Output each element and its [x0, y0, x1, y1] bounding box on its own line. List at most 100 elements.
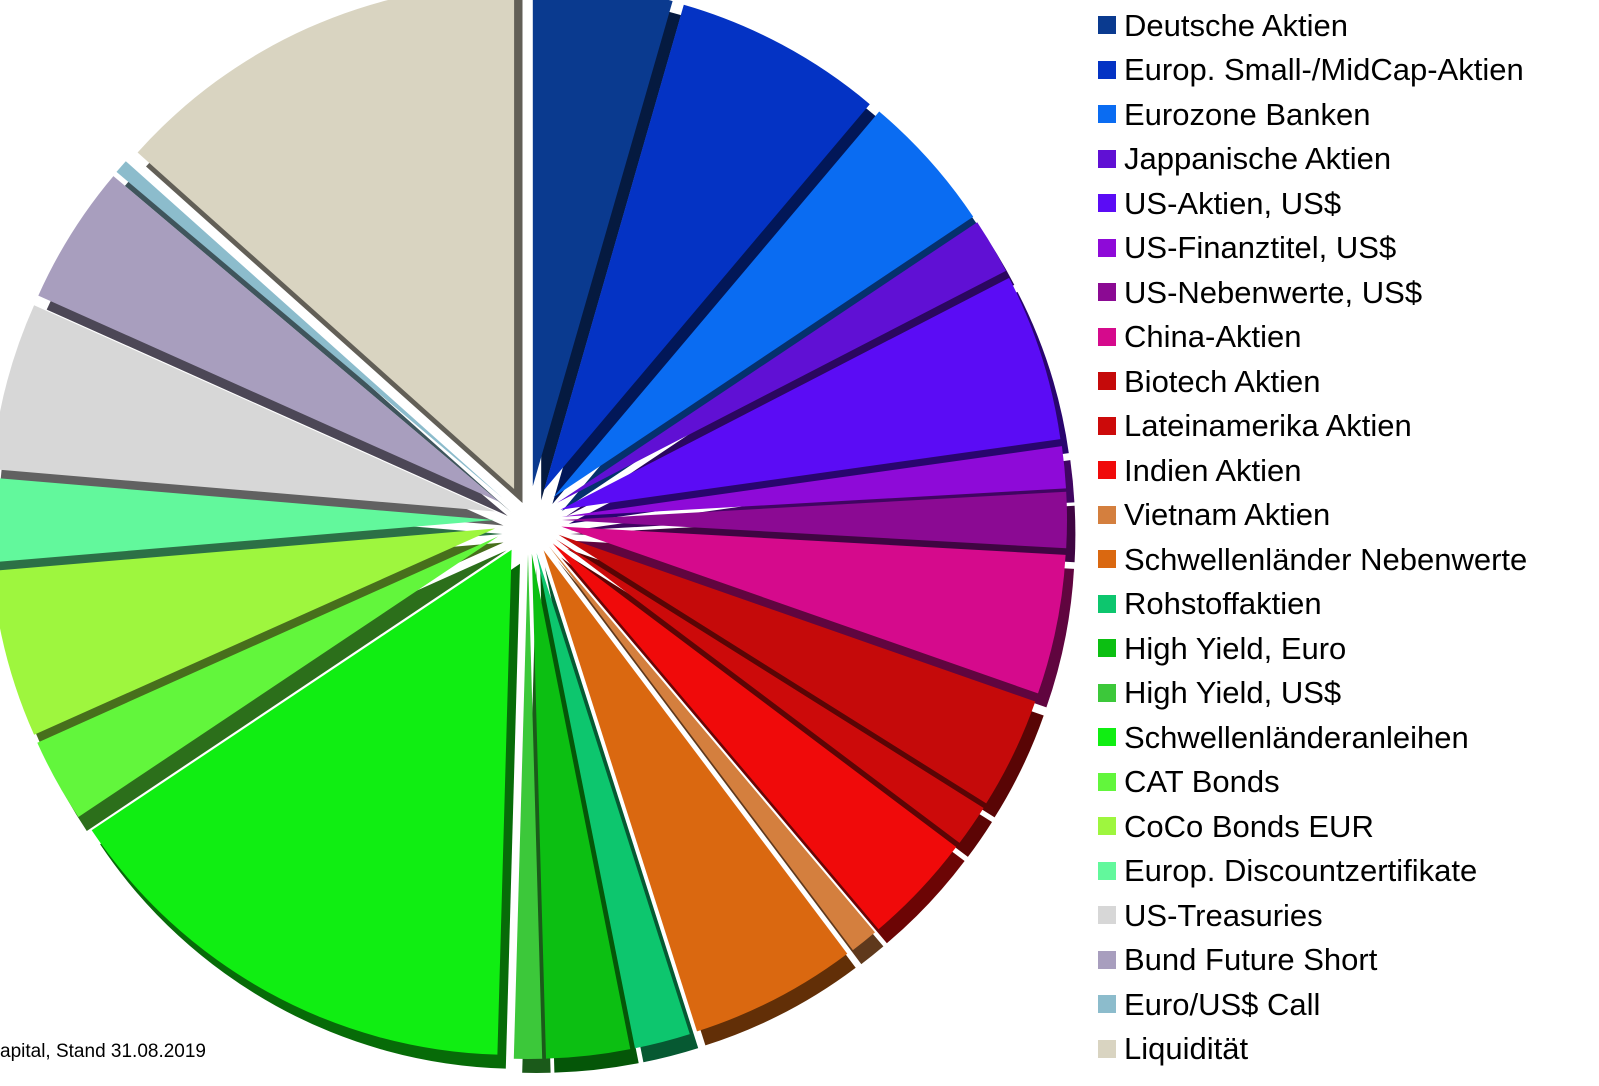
- legend-item: CAT Bonds: [1098, 760, 1527, 805]
- legend-swatch: [1098, 995, 1116, 1014]
- legend-item: High Yield, US$: [1098, 671, 1527, 716]
- legend-item: High Yield, Euro: [1098, 626, 1527, 671]
- source-note: apital, Stand 31.08.2019: [0, 1041, 207, 1062]
- legend-swatch: [1098, 461, 1116, 480]
- pie-slice: [137, 0, 515, 489]
- legend-swatch: [1098, 416, 1116, 435]
- chart-legend: Deutsche Aktien Europ. Small-/MidCap-Akti…: [1098, 3, 1527, 1071]
- legend-label: Liquidität: [1124, 1031, 1249, 1067]
- legend-item: Eurozone Banken: [1098, 92, 1527, 137]
- legend-swatch: [1098, 238, 1116, 257]
- legend-label: US-Aktien, US$: [1124, 185, 1342, 221]
- legend-item: US-Nebenwerte, US$: [1098, 270, 1527, 315]
- legend-label: CoCo Bonds EUR: [1124, 808, 1374, 844]
- legend-label: Schwellenländer Nebenwerte: [1124, 541, 1528, 577]
- legend-item: China-Aktien: [1098, 315, 1527, 360]
- legend-swatch: [1098, 772, 1116, 791]
- legend-label: US-Nebenwerte, US$: [1124, 274, 1423, 310]
- legend-swatch: [1098, 149, 1116, 168]
- pie-slice: [536, 552, 690, 1049]
- legend-swatch: [1098, 683, 1116, 702]
- legend-item: Europ. Discountzertifikate: [1098, 849, 1527, 894]
- legend-label: Schwellenländeranleihen: [1124, 719, 1469, 755]
- legend-swatch: [1098, 594, 1116, 613]
- legend-item: Bund Future Short: [1098, 938, 1527, 983]
- pie-slice: [549, 546, 875, 951]
- legend-swatch: [1098, 16, 1116, 35]
- pie-slice: [560, 277, 1061, 510]
- legend-swatch: [1098, 950, 1116, 969]
- pie-slice: [543, 550, 848, 1032]
- pie-slice: [557, 222, 1006, 503]
- legend-item: Deutsche Aktien: [1098, 3, 1527, 48]
- legend-swatch: [1098, 639, 1116, 658]
- legend-label: Biotech Aktien: [1124, 363, 1321, 399]
- legend-item: Vietnam Aktien: [1098, 493, 1527, 538]
- legend-label: US-Finanztitel, US$: [1124, 230, 1397, 266]
- pie-slice: [561, 526, 1066, 694]
- legend-label: Indien Aktien: [1124, 452, 1302, 488]
- legend-label: China-Aktien: [1124, 319, 1302, 355]
- pie-slice: [37, 536, 499, 817]
- pie-slice: [38, 176, 500, 502]
- legend-item: Europ. Small-/MidCap-Aktien: [1098, 48, 1527, 93]
- legend-label: Rohstoffaktien: [1124, 586, 1322, 622]
- legend-label: High Yield, US$: [1124, 675, 1342, 711]
- legend-swatch: [1098, 728, 1116, 747]
- pie-slice: [562, 491, 1067, 549]
- pie-slice: [531, 553, 631, 1059]
- legend-item: Schwellenländer Nebenwerte: [1098, 537, 1527, 582]
- legend-item: Jappanische Aktien: [1098, 137, 1527, 182]
- legend-swatch: [1098, 550, 1116, 569]
- legend-label: Eurozone Banken: [1124, 96, 1371, 132]
- legend-label: Europ. Discountzertifikate: [1124, 853, 1478, 889]
- legend-swatch: [1098, 327, 1116, 346]
- legend-label: Vietnam Aktien: [1124, 497, 1331, 533]
- legend-swatch: [1098, 60, 1116, 79]
- pie-slice: [561, 446, 1066, 517]
- pie-slice-side: [544, 566, 699, 1063]
- legend-item: US-Treasuries: [1098, 893, 1527, 938]
- pie-slice: [0, 528, 496, 735]
- legend-swatch: [1098, 194, 1116, 213]
- legend-label: Jappanische Aktien: [1124, 141, 1392, 177]
- legend-item: Lateinamerika Aktien: [1098, 404, 1527, 449]
- legend-label: Europ. Small-/MidCap-Aktien: [1124, 52, 1524, 88]
- legend-swatch: [1098, 372, 1116, 391]
- legend-item: Liquidität: [1098, 1027, 1527, 1072]
- pie-slice: [513, 554, 543, 1059]
- legend-item: Indien Aktien: [1098, 448, 1527, 493]
- pie-slice: [532, 0, 673, 487]
- legend-label: Euro/US$ Call: [1124, 986, 1321, 1022]
- legend-label: Bund Future Short: [1124, 942, 1378, 978]
- legend-label: Deutsche Aktien: [1124, 7, 1349, 43]
- pie-slice: [558, 534, 1036, 804]
- legend-swatch: [1098, 105, 1116, 124]
- pie-slice: [544, 4, 870, 491]
- legend-swatch: [1098, 1039, 1116, 1058]
- pie-slice: [91, 549, 512, 1055]
- pie-slice: [556, 539, 984, 843]
- pie-slice: [553, 111, 974, 498]
- legend-item: US-Aktien, US$: [1098, 181, 1527, 226]
- legend-swatch: [1098, 906, 1116, 925]
- legend-label: Lateinamerika Aktien: [1124, 408, 1412, 444]
- legend-label: CAT Bonds: [1124, 764, 1280, 800]
- legend-item: Rohstoffaktien: [1098, 582, 1527, 627]
- legend-item: Euro/US$ Call: [1098, 982, 1527, 1027]
- legend-swatch: [1098, 861, 1116, 880]
- legend-swatch: [1098, 505, 1116, 524]
- legend-swatch: [1098, 817, 1116, 836]
- legend-item: Biotech Aktien: [1098, 359, 1527, 404]
- pie-chart: [0, 0, 1076, 1073]
- legend-label: US-Treasuries: [1124, 897, 1323, 933]
- legend-item: CoCo Bonds EUR: [1098, 804, 1527, 849]
- pie-slice: [552, 543, 957, 930]
- pie-slice: [0, 305, 496, 512]
- legend-swatch: [1098, 283, 1116, 302]
- pie-slice: [116, 161, 503, 498]
- pie-slice: [0, 478, 494, 562]
- legend-label: High Yield, Euro: [1124, 630, 1347, 666]
- legend-item: US-Finanztitel, US$: [1098, 226, 1527, 271]
- legend-item: Schwellenländeranleihen: [1098, 715, 1527, 760]
